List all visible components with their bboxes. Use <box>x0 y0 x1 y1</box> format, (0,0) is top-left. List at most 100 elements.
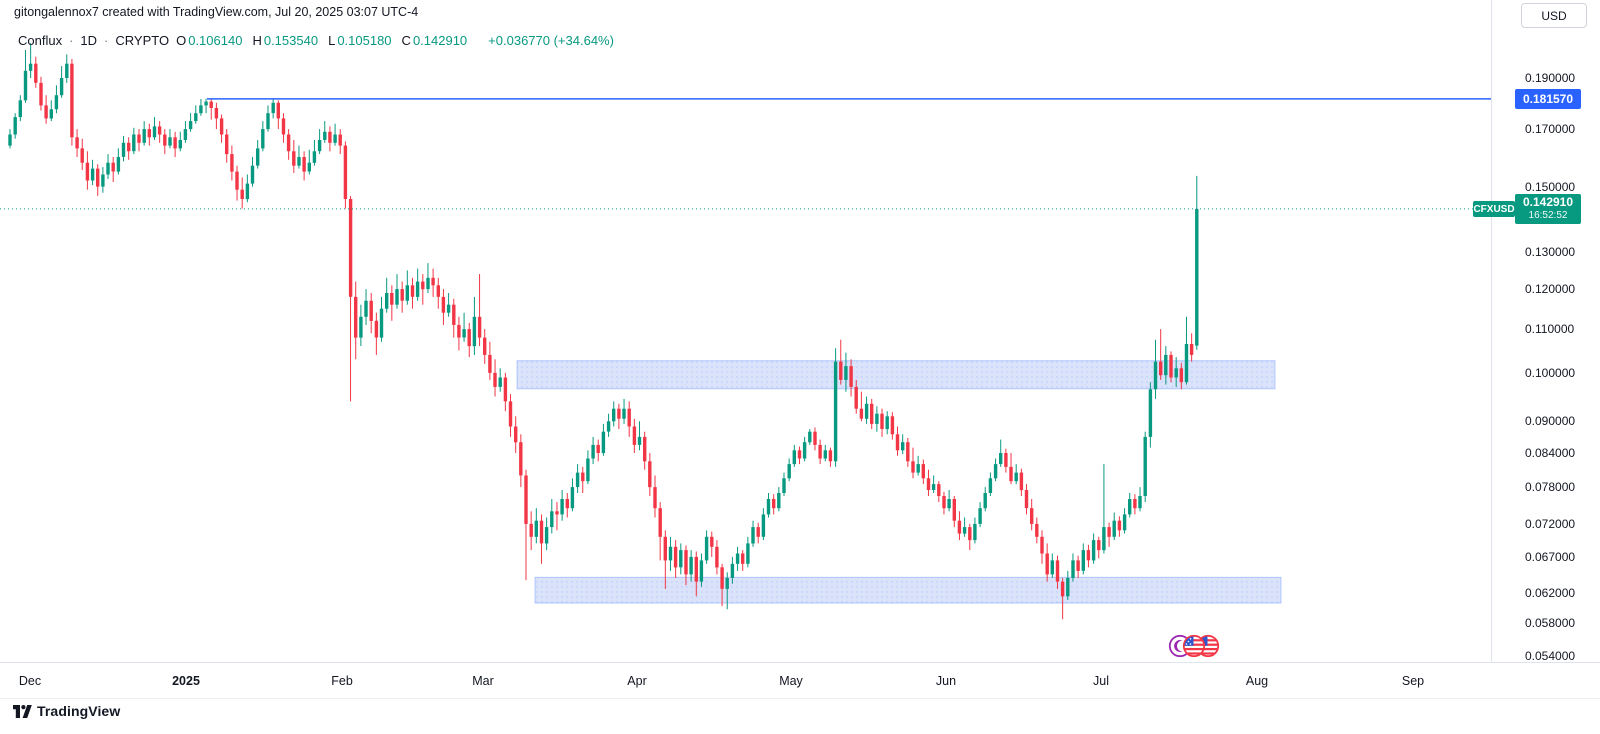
candle <box>968 523 972 551</box>
ohlc-key: L <box>328 33 336 48</box>
candle <box>488 341 492 380</box>
candle <box>539 514 544 564</box>
candle <box>1102 464 1106 554</box>
candle <box>111 157 115 182</box>
candle <box>333 123 337 146</box>
candle <box>116 148 121 175</box>
price-tick-label: 0.190000 <box>1525 71 1576 85</box>
candle <box>787 458 791 482</box>
legend-separator: · <box>104 33 109 48</box>
candle <box>297 145 301 169</box>
candle <box>730 556 735 584</box>
candle <box>415 268 420 301</box>
candle <box>519 434 523 488</box>
candle <box>978 502 982 528</box>
candle <box>256 140 260 169</box>
candle <box>514 416 518 453</box>
candle <box>962 517 967 537</box>
candle <box>1148 382 1153 448</box>
time-axis[interactable]: Dec 2025 Feb Mar Apr May Jun Jul Aug Sep <box>0 662 1600 699</box>
interval-label[interactable]: 1D <box>80 33 98 48</box>
candle <box>1055 555 1060 589</box>
candle <box>225 129 229 163</box>
candle <box>323 121 327 143</box>
candle <box>746 536 750 568</box>
candle <box>797 446 802 465</box>
candle <box>80 138 84 171</box>
candle <box>1179 362 1183 390</box>
candle <box>250 157 255 187</box>
candle <box>560 490 564 521</box>
candle <box>405 270 409 305</box>
candle <box>302 151 306 181</box>
candle <box>379 296 384 342</box>
candle <box>937 481 941 503</box>
tradingview-logo[interactable]: TradingView <box>13 703 120 719</box>
price-tick-label: 0.084000 <box>1525 446 1576 460</box>
candle <box>54 85 59 114</box>
candle <box>168 129 172 149</box>
candle <box>1138 487 1142 512</box>
ohlc-key: H <box>252 33 262 48</box>
currency-unit-button[interactable]: USD <box>1521 3 1587 28</box>
price-tick-label: 0.058000 <box>1525 616 1576 630</box>
legend-separator: · <box>69 33 74 48</box>
candle <box>550 499 554 534</box>
candle <box>581 466 585 493</box>
candle <box>947 490 951 512</box>
candle <box>1174 357 1178 387</box>
resistance-zone[interactable] <box>516 360 1276 390</box>
candle <box>524 469 528 581</box>
candle <box>436 277 440 309</box>
candle <box>209 99 213 120</box>
candle <box>1128 493 1132 518</box>
ray-price-label[interactable]: 0.181570 <box>1515 89 1581 109</box>
symbol-name[interactable]: Conflux <box>18 33 63 48</box>
symbol-legend[interactable]: Conflux · 1D · CRYPTO O 0.106140 H 0.153540… <box>18 33 614 48</box>
candle <box>901 434 905 455</box>
candle <box>230 145 234 181</box>
tradingview-logo-text: TradingView <box>37 703 121 719</box>
candle <box>85 151 90 190</box>
candle <box>400 281 404 313</box>
candle <box>756 522 760 544</box>
candle <box>312 140 317 166</box>
us-flag-event-icon[interactable] <box>1182 634 1206 658</box>
candlestick-chart-canvas[interactable] <box>0 0 1491 662</box>
candle <box>75 129 79 157</box>
candle <box>452 298 456 338</box>
candle <box>663 530 667 589</box>
price-tick-label: 0.067000 <box>1525 550 1576 564</box>
price-axis[interactable]: USD 0.190000 0.170000 0.150000 0.130000 0.12… <box>1491 0 1600 663</box>
candle <box>643 431 647 470</box>
candle <box>240 177 244 209</box>
price-tick-label: 0.170000 <box>1525 122 1576 136</box>
candle <box>132 127 136 155</box>
candle <box>999 439 1003 467</box>
market-label[interactable]: CRYPTO <box>115 33 170 48</box>
candle <box>802 436 807 462</box>
candle <box>916 455 920 476</box>
candle <box>317 129 322 155</box>
candle <box>993 458 998 482</box>
candle <box>704 530 709 564</box>
time-tick-label: Aug <box>1245 674 1269 688</box>
candle <box>462 312 466 342</box>
candle <box>1009 453 1013 485</box>
candle <box>364 289 368 325</box>
support-zone[interactable] <box>534 576 1282 604</box>
economic-event-icons[interactable] <box>1168 632 1222 660</box>
candle <box>606 413 611 437</box>
candle <box>1112 512 1116 541</box>
candle <box>1117 516 1122 537</box>
candle <box>338 129 342 155</box>
candle <box>570 478 575 512</box>
candle <box>245 174 250 203</box>
time-tick-label: Feb <box>331 674 353 688</box>
price-tick-label: 0.100000 <box>1525 366 1576 380</box>
candle <box>529 511 533 551</box>
ohlc-value: 0.105180 <box>337 33 392 48</box>
candle <box>286 129 291 160</box>
attribution-text: gitongalennox7 created with TradingView.… <box>14 5 419 19</box>
price-tick-label: 0.120000 <box>1525 282 1576 296</box>
